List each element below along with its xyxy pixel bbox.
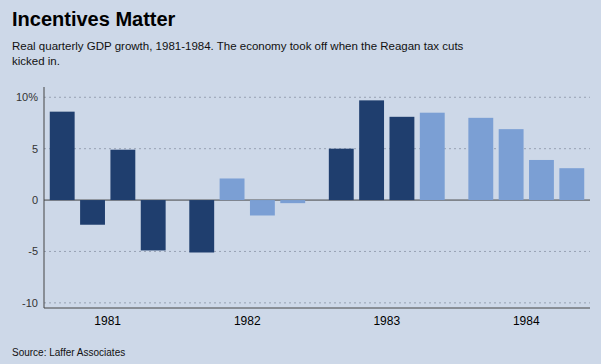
y-axis-line — [44, 87, 45, 308]
bar — [389, 117, 414, 200]
title: Incentives Matter — [12, 8, 176, 30]
grid-line — [44, 251, 590, 252]
bar — [529, 160, 554, 200]
bar — [110, 150, 135, 200]
bars — [50, 100, 584, 252]
bar — [141, 200, 166, 250]
subtitle-line: Real quarterly GDP growth, 1981-1984. Th… — [12, 40, 464, 52]
y-tick-label: -5 — [28, 245, 38, 257]
x-tick-labels: 1981 1982 1983 1984 — [94, 314, 540, 328]
bar — [189, 200, 214, 252]
bar — [50, 112, 75, 200]
bar — [420, 113, 445, 200]
bar — [468, 118, 493, 200]
y-tick-label: -10 — [22, 297, 38, 309]
bar — [250, 200, 275, 215]
bar — [329, 149, 354, 200]
bar — [220, 178, 245, 200]
y-tick-label: 0 — [32, 194, 38, 206]
x-tick-label: 1982 — [234, 314, 261, 328]
grid — [44, 97, 590, 303]
bar — [499, 129, 524, 200]
x-tick-label: 1981 — [94, 314, 121, 328]
subtitle-line: kicked in. — [12, 55, 60, 67]
chart: Incentives Matter Real quarterly GDP grow… — [0, 0, 601, 364]
y-tick-labels: -10 -5 0 5 10% — [16, 91, 38, 309]
grid-line — [44, 97, 590, 98]
bar — [359, 100, 384, 200]
source: Source: Laffer Associates — [12, 347, 125, 358]
x-axis-line — [44, 308, 590, 309]
subtitle: Real quarterly GDP growth, 1981-1984. Th… — [12, 40, 464, 67]
grid-line — [44, 302, 590, 303]
x-tick-label: 1984 — [513, 314, 540, 328]
bar — [559, 168, 584, 200]
bar — [80, 200, 105, 225]
background — [0, 0, 601, 364]
bar — [280, 200, 305, 203]
x-tick-label: 1983 — [373, 314, 400, 328]
y-tick-label: 10% — [16, 91, 38, 103]
y-tick-label: 5 — [32, 143, 38, 155]
